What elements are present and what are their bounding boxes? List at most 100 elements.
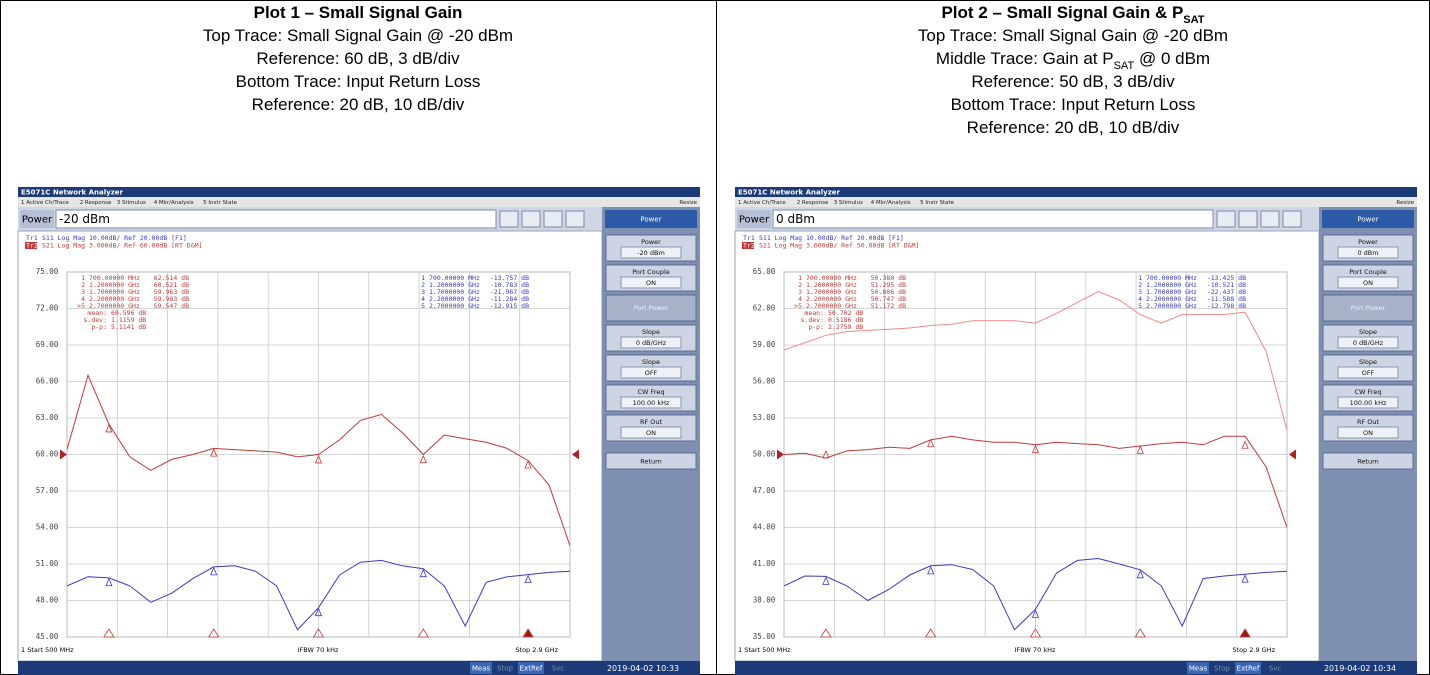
entry-label: Power: [739, 215, 770, 226]
text-run: Plot 1 – Small Signal Gain: [254, 3, 463, 22]
menu-item[interactable]: 3 Stimulus: [117, 200, 146, 206]
softkey-label: Return: [640, 458, 662, 466]
description-line: Reference: 20 dB, 10 dB/div: [967, 118, 1180, 137]
y-tick-label: 65.00: [753, 267, 776, 276]
entry-button[interactable]: [1217, 211, 1235, 227]
stat-value: 5.1141 dB: [111, 323, 146, 331]
y-tick-label: 45.00: [36, 632, 59, 641]
menu-item[interactable]: 4 Mkr/Analysis: [871, 200, 911, 206]
subscript: SAT: [1183, 14, 1205, 26]
status-text: Svc: [1269, 665, 1282, 673]
softkey-value: -20 dBm: [637, 249, 665, 257]
entry-button[interactable]: [1283, 211, 1301, 227]
entry-value: 0 dBm: [776, 212, 815, 226]
menu-item[interactable]: 5 Instr State: [920, 200, 955, 206]
y-tick-label: 63.00: [36, 413, 59, 422]
softkey-label: Power: [1358, 238, 1378, 246]
y-tick-label: 41.00: [753, 559, 776, 568]
entry-input[interactable]: [56, 210, 496, 228]
marker-value: 59.547 dB: [154, 302, 189, 310]
status-text: 2019-04-02 10:34: [1324, 664, 1396, 673]
ifbw: IFBW 70 kHz: [298, 646, 339, 654]
document: Plot 1 – Small Signal Gain Top Trace: Sma…: [0, 0, 1430, 675]
status-text: ExtRef: [1237, 665, 1260, 673]
marker-id: >5: [77, 302, 85, 310]
analyzer-screen: E5071C Network Analyzer 1 Active Ch/Trace…: [18, 187, 700, 675]
softkey-value: ON: [1363, 429, 1373, 437]
menu-resize[interactable]: Resize: [679, 200, 697, 206]
status-text: Meas: [472, 665, 491, 673]
y-tick-label: 38.00: [753, 596, 776, 605]
window-title: E5071C Network Analyzer: [738, 189, 841, 197]
ifbw: IFBW 70 kHz: [1015, 646, 1056, 654]
softkey-label: Slope: [1359, 328, 1377, 336]
heading: Plot 1 – Small Signal Gain: [254, 3, 463, 22]
y-tick-label: 35.00: [753, 632, 776, 641]
y-tick-label: 47.00: [753, 486, 776, 495]
menu-item[interactable]: 1 Active Ch/Trace: [21, 200, 69, 206]
y-tick-label: 75.00: [36, 267, 59, 276]
softkey-value: OFF: [645, 369, 658, 377]
text-run: Reference: 20 dB, 10 dB/div: [252, 95, 465, 114]
y-tick-label: 72.00: [36, 304, 59, 313]
subscript: SAT: [1114, 60, 1135, 72]
entry-button[interactable]: [1239, 211, 1257, 227]
start-frequency: 1 Start 500 MHz: [738, 646, 791, 654]
y-tick-label: 50.00: [753, 450, 776, 459]
softkey-value: 0 dB/GHz: [1353, 339, 1384, 347]
window-title: E5071C Network Analyzer: [21, 189, 124, 197]
menu-item[interactable]: 2 Response: [797, 200, 829, 206]
marker-id: >5: [794, 302, 802, 310]
stat-label: p-p:: [808, 323, 824, 331]
softkey-value: 100.00 kHz: [1350, 399, 1387, 407]
stat-value: 2.2759 dB: [828, 323, 863, 331]
menu-item[interactable]: 3 Stimulus: [834, 200, 863, 206]
text-run: Bottom Trace: Input Return Loss: [951, 95, 1196, 114]
text-run: Top Trace: Small Signal Gain @ -20 dBm: [918, 26, 1228, 45]
marker-frequency: 2.7000000 GHz: [429, 302, 480, 310]
y-tick-label: 53.00: [753, 413, 776, 422]
y-tick-label: 66.00: [36, 377, 59, 386]
y-tick-label: 48.00: [36, 596, 59, 605]
softkey-label: RF Out: [1357, 418, 1380, 426]
trace-header: S21 Log Mag 3.000dB/ Ref 60.00dB [RT D&M…: [42, 242, 202, 250]
softkey-label: Slope: [642, 358, 660, 366]
marker-id: 5: [421, 302, 425, 310]
description-line: Reference: 60 dB, 3 dB/div: [256, 49, 460, 68]
menu-item[interactable]: 1 Active Ch/Trace: [738, 200, 786, 206]
y-tick-label: 62.00: [753, 304, 776, 313]
softkey-label: Port Power: [634, 304, 669, 312]
status-text: ExtRef: [520, 665, 543, 673]
softkey-label: RF Out: [640, 418, 663, 426]
y-tick-label: 59.00: [753, 340, 776, 349]
entry-input[interactable]: [773, 210, 1213, 228]
menu-item[interactable]: 4 Mkr/Analysis: [154, 200, 194, 206]
entry-button[interactable]: [500, 211, 518, 227]
analyzer-screen: E5071C Network Analyzer 1 Active Ch/Trace…: [735, 187, 1417, 675]
entry-button[interactable]: [522, 211, 540, 227]
status-text: Meas: [1189, 665, 1208, 673]
start-frequency: 1 Start 500 MHz: [21, 646, 74, 654]
stop-frequency: Stop 2.9 GHz: [1232, 646, 1275, 654]
menu-item[interactable]: 5 Instr State: [203, 200, 238, 206]
y-tick-label: 44.00: [753, 523, 776, 532]
y-tick-label: 69.00: [36, 340, 59, 349]
softkey-value: ON: [646, 429, 656, 437]
entry-button[interactable]: [566, 211, 584, 227]
status-text: Stop: [1214, 665, 1230, 673]
text-run: Top Trace: Small Signal Gain @ -20 dBm: [203, 26, 513, 45]
marker-frequency: 2.7000000 GHz: [1146, 302, 1197, 310]
menu-item[interactable]: 2 Response: [80, 200, 112, 206]
marker-value: 51.172 dB: [871, 302, 906, 310]
softkey-value: 0 dBm: [1357, 249, 1378, 257]
menu-resize[interactable]: Resize: [1396, 200, 1414, 206]
softkey-value: 100.00 kHz: [633, 399, 670, 407]
softkey-label: CW Freq: [638, 388, 665, 396]
text-run: Middle Trace: Gain at P: [936, 49, 1114, 68]
entry-button[interactable]: [1261, 211, 1279, 227]
stop-frequency: Stop 2.9 GHz: [515, 646, 558, 654]
marker-value: -12.915 dB: [490, 302, 529, 310]
entry-button[interactable]: [544, 211, 562, 227]
text-run: Reference: 50 dB, 3 dB/div: [971, 72, 1175, 91]
trace-header: S21 Log Mag 3.000dB/ Ref 50.00dB [RT D&M…: [759, 242, 919, 250]
